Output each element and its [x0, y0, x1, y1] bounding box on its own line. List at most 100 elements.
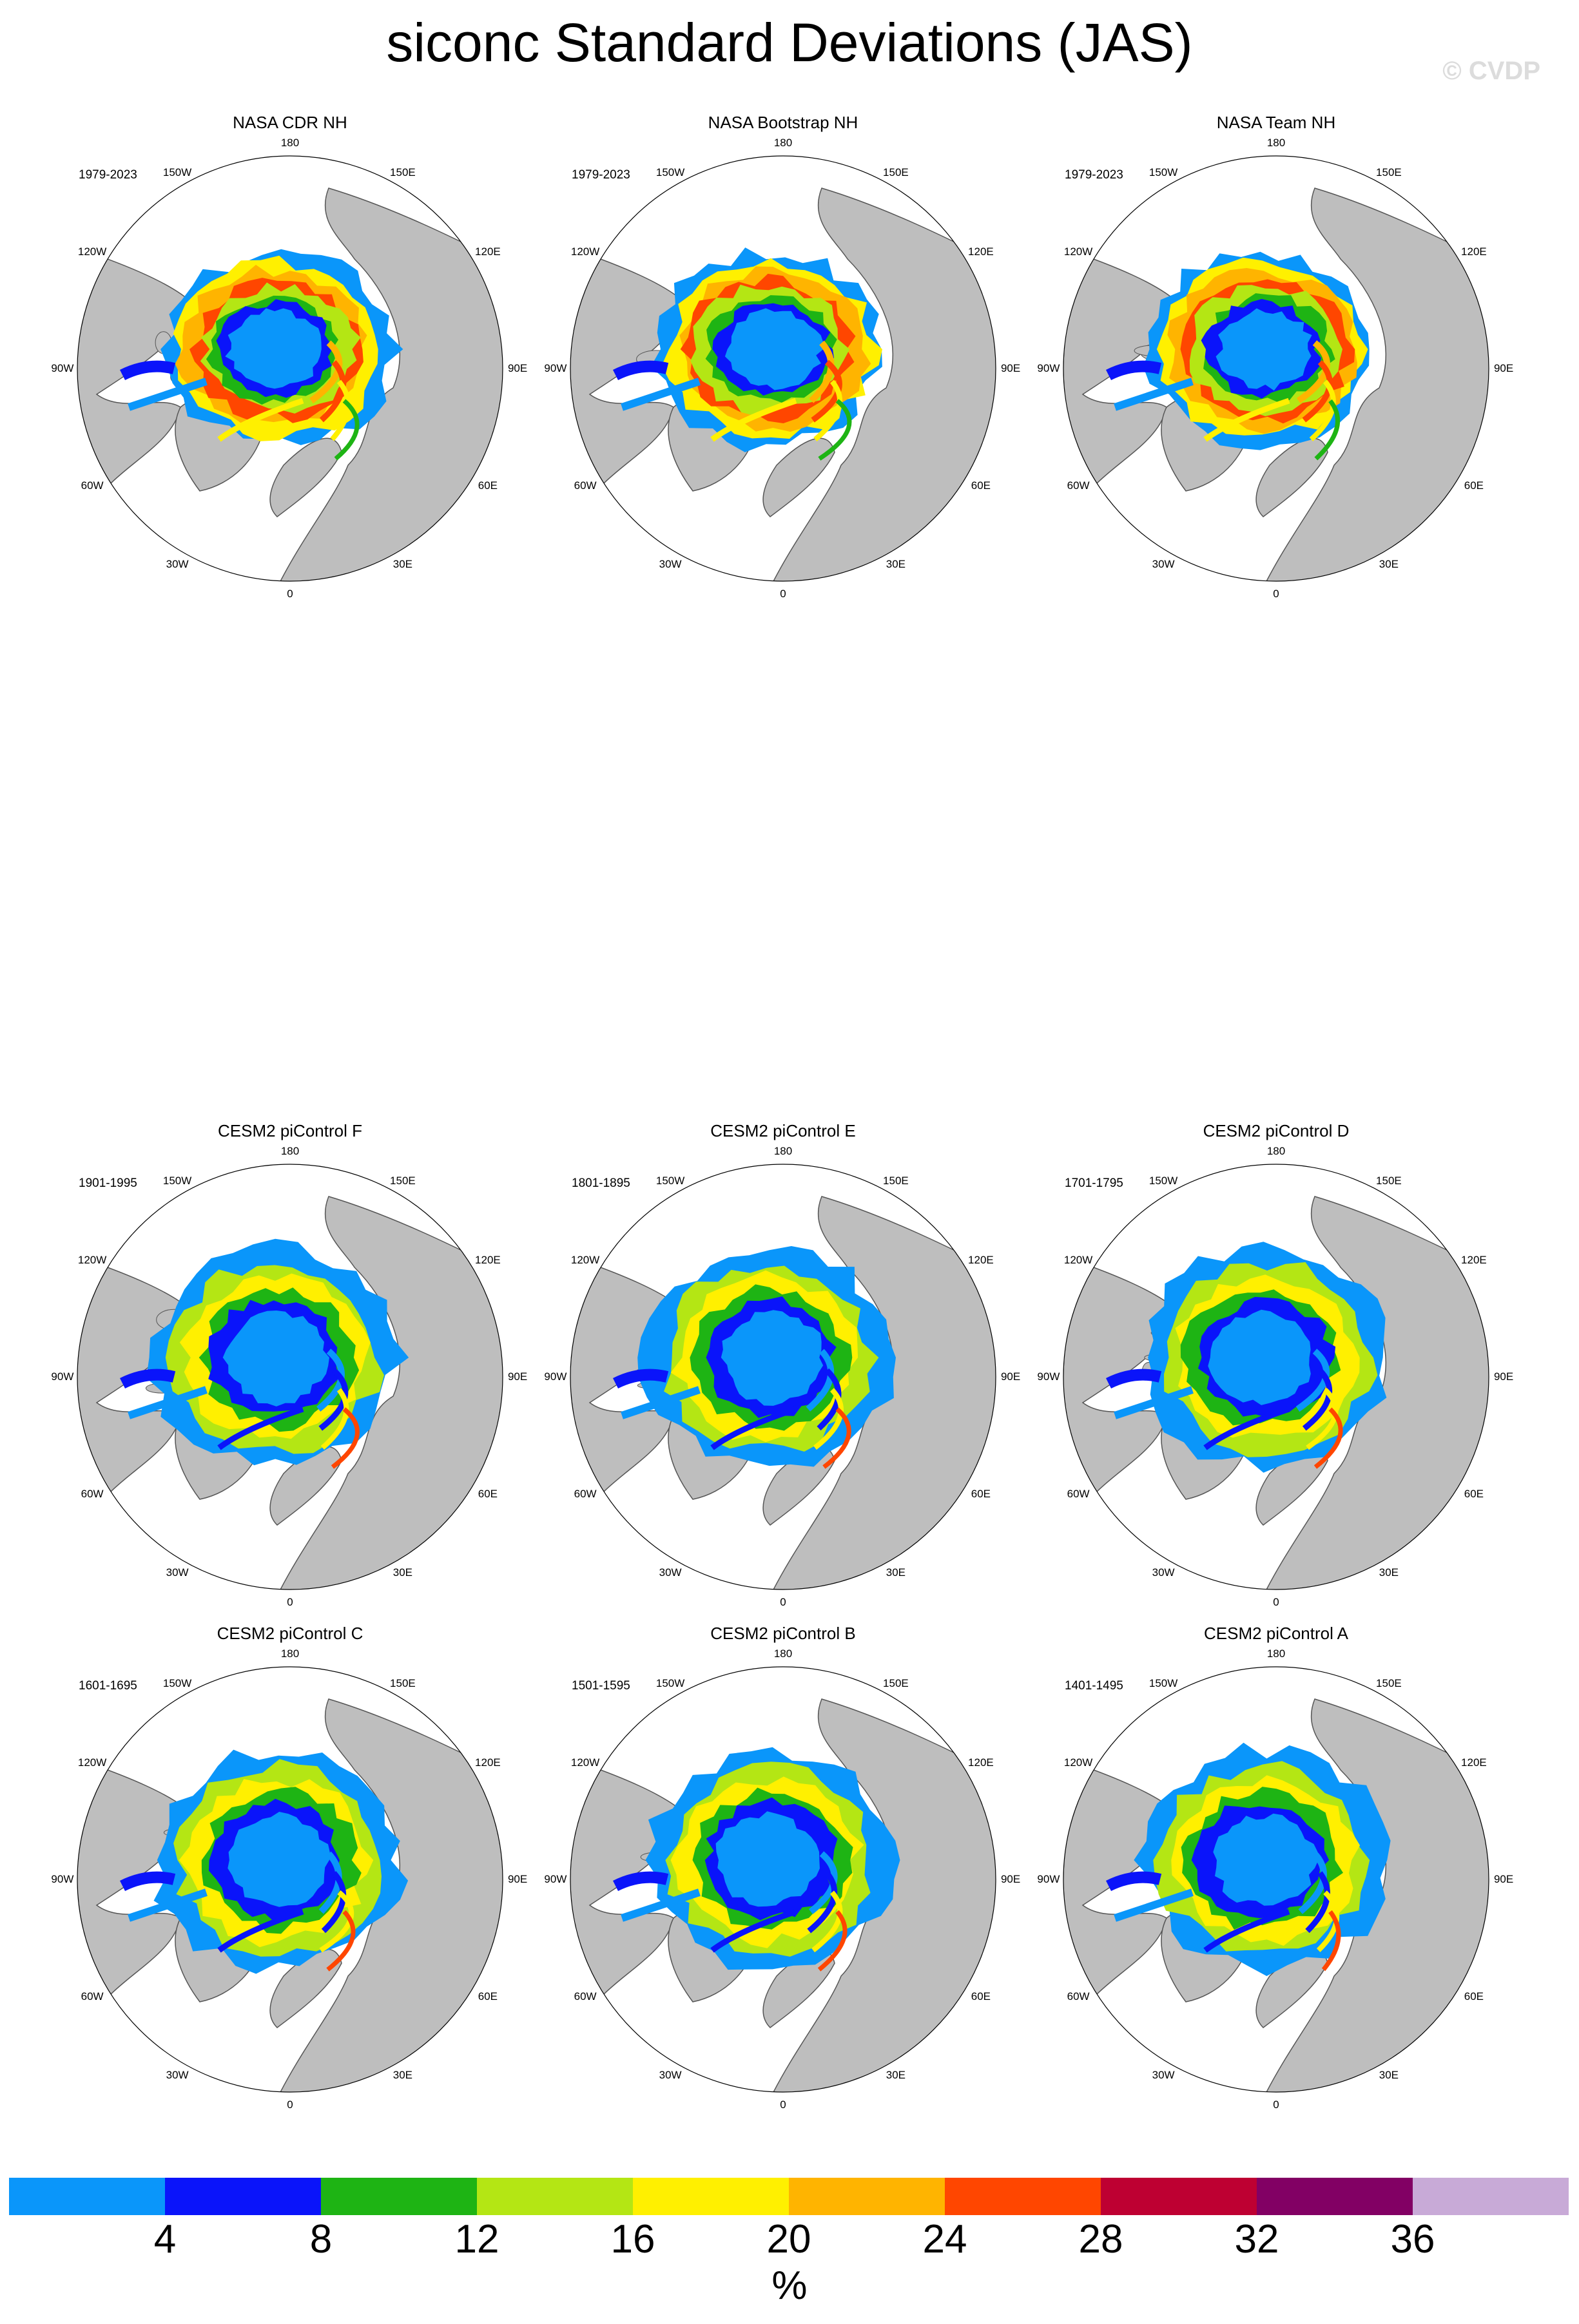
longitude-label: 0: [780, 1595, 786, 1608]
colorbar-segment: [9, 2178, 165, 2215]
colorbar-tick-label: 4: [153, 2217, 177, 2262]
longitude-label: 120E: [475, 1756, 501, 1769]
colorbar-ticks: 4 8 12 16 20 24 28 32 36: [9, 2216, 1569, 2268]
map-panel: CESM2 piControl F 1901-1995 180 150E 150W 120…: [51, 1121, 527, 1611]
panel-title: NASA Bootstrap NH: [708, 113, 858, 132]
longitude-label: 0: [287, 587, 293, 600]
longitude-label: 0: [287, 1595, 293, 1608]
map-panel: CESM2 piControl D 1701-1795 180 150E 150W 120…: [1037, 1121, 1513, 1611]
longitude-label: 90E: [1493, 1873, 1514, 1885]
map-panel: CESM2 piControl C 1601-1695 180 150E 150W 120…: [51, 1624, 527, 2113]
colorbar-segment: [477, 2178, 633, 2215]
longitude-label: 150W: [1148, 1175, 1178, 1187]
polar-map: [77, 1666, 503, 2093]
map-panel: NASA CDR NH 1979-2023 180 150E 150W 120E 120W 9…: [51, 113, 527, 602]
longitude-label: 120W: [570, 245, 600, 258]
colorbar: [9, 2178, 1569, 2215]
longitude-label: 60E: [971, 479, 991, 492]
figure-title: siconc Standard Deviations (JAS): [386, 12, 1193, 73]
longitude-label: 60E: [1464, 1990, 1484, 2002]
longitude-label: 150W: [655, 1677, 685, 1690]
longitude-label: 120E: [475, 245, 501, 258]
longitude-label: 120W: [570, 1253, 600, 1266]
longitude-label: 150W: [1148, 166, 1178, 179]
period-label: 1979-2023: [79, 168, 137, 182]
longitude-label: 120E: [1461, 1253, 1487, 1266]
colorbar-tick-label: 28: [1078, 2217, 1123, 2262]
colorbar-segment: [633, 2178, 789, 2215]
longitude-label: 0: [780, 587, 786, 600]
longitude-label: 0: [780, 2098, 786, 2111]
longitude-label: 60E: [478, 1990, 498, 2002]
panel-title: NASA CDR NH: [233, 113, 347, 132]
longitude-label: 60E: [1464, 1487, 1484, 1500]
longitude-label: 90E: [507, 1873, 528, 1885]
longitude-label: 180: [280, 1145, 300, 1158]
longitude-label: 60E: [478, 1487, 498, 1500]
longitude-label: 60W: [1067, 1990, 1090, 2002]
copyright-watermark: © CVDP: [1442, 57, 1540, 85]
period-label: 1979-2023: [572, 168, 630, 182]
map-panel: NASA Bootstrap NH 1979-2023 180 150E 150W 120…: [544, 113, 1020, 602]
longitude-label: 30W: [659, 1566, 682, 1579]
longitude-label: 30E: [886, 2068, 906, 2081]
panel-title: CESM2 piControl C: [217, 1624, 363, 1643]
longitude-label: 120E: [1461, 1756, 1487, 1769]
longitude-label: 120W: [1063, 1253, 1093, 1266]
colorbar-tick-label: 32: [1234, 2217, 1279, 2262]
panel-title: NASA Team NH: [1216, 113, 1336, 132]
longitude-label: 90W: [51, 1873, 74, 1885]
longitude-label: 150W: [1148, 1677, 1178, 1690]
polar-map: [570, 1666, 996, 2093]
colorbar-tick-label: 20: [766, 2217, 811, 2262]
polar-map: [570, 155, 996, 582]
colorbar-tick-label: 24: [922, 2217, 967, 2262]
longitude-label: 90E: [1000, 362, 1021, 374]
longitude-label: 0: [1273, 587, 1279, 600]
longitude-label: 120E: [968, 245, 994, 258]
longitude-label: 60W: [1067, 479, 1090, 492]
longitude-label: 60E: [478, 479, 498, 492]
colorbar-segment: [789, 2178, 945, 2215]
longitude-label: 180: [280, 137, 300, 149]
longitude-label: 30W: [1152, 1566, 1175, 1579]
longitude-label: 30W: [1152, 557, 1175, 570]
longitude-label: 150E: [1376, 1175, 1402, 1187]
longitude-label: 150W: [162, 166, 192, 179]
polar-map: [1063, 155, 1489, 582]
panel-title: CESM2 piControl B: [710, 1624, 856, 1643]
longitude-label: 30E: [392, 2068, 413, 2081]
longitude-label: 120W: [1063, 1756, 1093, 1769]
longitude-label: 180: [773, 1647, 793, 1660]
colorbar-segment: [1101, 2178, 1257, 2215]
longitude-label: 90W: [1037, 362, 1060, 374]
longitude-label: 150W: [655, 166, 685, 179]
longitude-label: 180: [773, 1145, 793, 1158]
longitude-label: 180: [280, 1647, 300, 1660]
longitude-label: 60E: [1464, 479, 1484, 492]
longitude-label: 180: [773, 137, 793, 149]
longitude-label: 120E: [475, 1253, 501, 1266]
colorbar-tick-label: 36: [1390, 2217, 1435, 2262]
longitude-label: 60W: [574, 1487, 597, 1500]
longitude-label: 90W: [544, 362, 567, 374]
longitude-label: 30W: [659, 557, 682, 570]
longitude-label: 90E: [1000, 1873, 1021, 1885]
longitude-label: 120W: [77, 1756, 107, 1769]
panel-title: CESM2 piControl D: [1203, 1121, 1350, 1140]
longitude-label: 30W: [166, 557, 189, 570]
longitude-label: 30E: [886, 1566, 906, 1579]
longitude-label: 60W: [81, 1990, 104, 2002]
colorbar-segment: [1257, 2178, 1413, 2215]
longitude-label: 60W: [81, 479, 104, 492]
longitude-label: 150W: [162, 1175, 192, 1187]
longitude-label: 150E: [883, 1677, 909, 1690]
polar-map: [1063, 1164, 1489, 1590]
longitude-label: 150E: [1376, 1677, 1402, 1690]
panel-title: CESM2 piControl F: [218, 1121, 362, 1140]
colorbar-segment: [165, 2178, 321, 2215]
period-label: 1801-1895: [572, 1176, 630, 1190]
longitude-label: 90W: [1037, 1873, 1060, 1885]
longitude-label: 180: [1266, 1145, 1286, 1158]
panel-title: CESM2 piControl A: [1204, 1624, 1348, 1643]
